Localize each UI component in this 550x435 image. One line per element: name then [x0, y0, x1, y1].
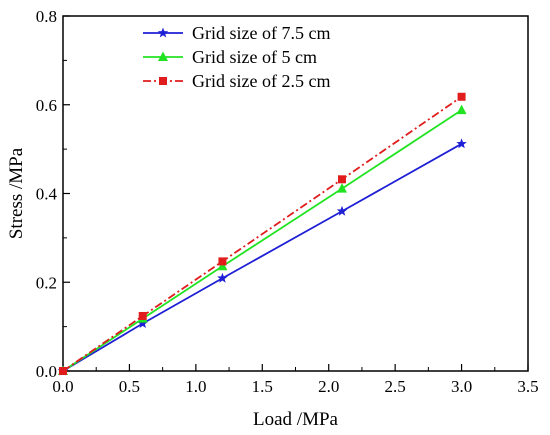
legend-marker-grid-size-of-7-5-cm [157, 27, 169, 38]
plot-area [62, 15, 529, 372]
data-point-grid-size-of-2-5-cm [218, 257, 227, 266]
data-point-grid-size-of-5-cm [337, 183, 347, 193]
x-tick-label: 2.5 [385, 377, 406, 396]
x-tick-label: 3.0 [451, 377, 472, 396]
x-tick-label: 3.5 [517, 377, 538, 396]
legend-marker-grid-size-of-2-5-cm [159, 77, 167, 85]
legend-label-grid-size-of-5-cm: Grid size of 5 cm [192, 47, 317, 67]
x-axis-title: Load /MPa [253, 409, 339, 430]
legend: Grid size of 7.5 cm Grid size of 5 cm Grid… [143, 23, 330, 91]
y-tick-label: 0.4 [36, 185, 58, 204]
data-point-grid-size-of-5-cm [456, 104, 467, 115]
x-tick-label: 0.5 [119, 377, 140, 396]
x-tick-label: 1.5 [252, 377, 273, 396]
data-point-grid-size-of-5-cm [217, 260, 228, 271]
x-tick-label: 2.0 [318, 377, 339, 396]
data-point-grid-size-of-7-5-cm [456, 138, 467, 149]
data-point-grid-size-of-7-5-cm [137, 318, 148, 328]
legend-marker-grid-size-of-5-cm [158, 51, 168, 61]
data-point-grid-size-of-2-5-cm [338, 175, 346, 184]
data-point-grid-size-of-7-5-cm [336, 205, 348, 216]
data-point-grid-size-of-2-5-cm [138, 311, 147, 320]
data-point-grid-size-of-2-5-cm [59, 367, 67, 375]
data-point-grid-size-of-7-5-cm [217, 272, 228, 283]
y-axis-title: Stress /MPa [6, 147, 27, 239]
axis-ticks: 0.0 0.5 1.0 1.5 2.0 2.5 3.0 3.5 0.0 0.2 0.4 0.6 0.8 [36, 7, 539, 396]
y-tick-label: 0.0 [36, 362, 57, 381]
legend-label-grid-size-of-2-5-cm: Grid size of 2.5 cm [192, 71, 330, 91]
x-tick-label: 1.0 [185, 377, 206, 396]
y-tick-label: 0.2 [36, 273, 57, 292]
x-tick-label: 0.0 [52, 377, 73, 396]
series-markers [57, 92, 467, 376]
y-tick-label: 0.8 [36, 7, 57, 26]
legend-label-grid-size-of-7-5-cm: Grid size of 7.5 cm [192, 23, 330, 43]
data-point-grid-size-of-2-5-cm [457, 92, 466, 101]
y-tick-label: 0.6 [36, 96, 57, 115]
